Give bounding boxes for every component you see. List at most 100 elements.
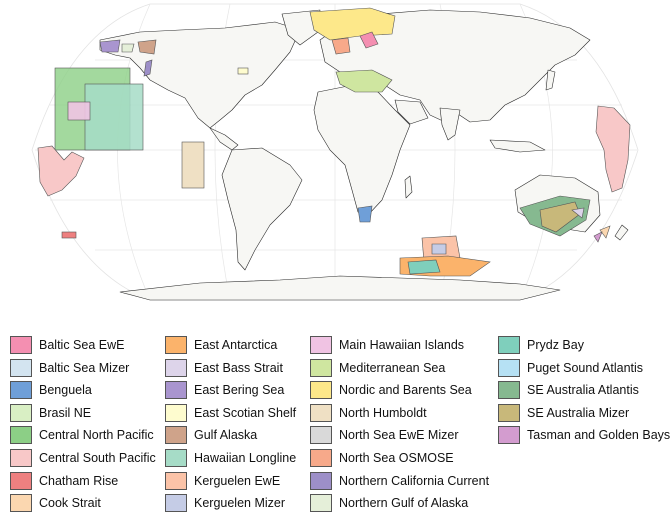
- legend-swatch: [310, 449, 332, 467]
- legend-swatch: [165, 449, 187, 467]
- new-zealand: [614, 224, 629, 241]
- region-kerguelen-mizer: [431, 243, 447, 255]
- region-northern-gulf-alaska: [121, 43, 135, 53]
- legend-label: East Bass Strait: [194, 360, 283, 375]
- legend-label: Northern California Current: [339, 473, 490, 488]
- legend-item: Nordic and Barents Sea: [310, 379, 472, 401]
- legend-item: Kerguelen Mizer: [165, 492, 285, 514]
- legend-swatch: [10, 471, 32, 490]
- legend-label: Mediterranean Sea: [339, 360, 446, 375]
- legend-item: Hawaiian Longline: [165, 447, 296, 469]
- legend-swatch: [498, 403, 520, 422]
- legend-swatch: [165, 426, 187, 445]
- greenland: [281, 9, 321, 46]
- legend-item: Cook Strait: [10, 492, 101, 514]
- africa: [313, 85, 411, 216]
- legend-item: Baltic Sea EwE: [10, 334, 124, 356]
- legend-swatch: [310, 426, 332, 445]
- legend-label: North Sea EwE Mizer: [339, 428, 459, 443]
- legend-label: North Sea OSMOSE: [339, 451, 454, 465]
- legend-swatch: [310, 471, 332, 490]
- legend-swatch: [10, 336, 32, 354]
- legend-label: Baltic Sea EwE: [39, 338, 125, 352]
- legend-label: Brasil NE: [39, 405, 92, 420]
- region-prydz-bay: [407, 259, 441, 275]
- legend-label: SE Australia Mizer: [527, 405, 630, 420]
- legend-label: Chatham Rise: [39, 473, 119, 488]
- legend-item: Northern California Current: [310, 470, 489, 492]
- legend-item: East Antarctica: [165, 334, 277, 356]
- region-mediterranean-sea: [335, 69, 393, 93]
- region-central-south-pacific: [37, 145, 85, 197]
- legend-label: Gulf Alaska: [194, 428, 258, 443]
- legend-swatch: [165, 471, 187, 490]
- legend-label: East Scotian Shelf: [194, 405, 297, 420]
- legend-item: North Sea OSMOSE: [310, 447, 454, 469]
- region-east-bering-sea: [99, 39, 121, 53]
- south-america: [221, 147, 303, 271]
- madagascar: [404, 175, 413, 199]
- legend-item: Gulf Alaska: [165, 424, 257, 446]
- legend-swatch: [165, 336, 187, 354]
- legend-swatch: [10, 358, 32, 377]
- india: [439, 107, 461, 141]
- region-east-scotian-shelf: [237, 67, 249, 75]
- indonesia: [489, 139, 546, 153]
- legend-label: Kerguelen Mizer: [194, 496, 286, 511]
- legend-swatch: [310, 358, 332, 377]
- legend-swatch: [498, 358, 520, 377]
- legend-swatch: [310, 403, 332, 422]
- legend-swatch: [165, 403, 187, 422]
- legend-label: Baltic Sea Mizer: [39, 360, 130, 375]
- legend-item: Prydz Bay: [498, 334, 584, 356]
- legend-item: Main Hawaiian Islands: [310, 334, 464, 356]
- legend-swatch: [498, 426, 520, 445]
- legend-item: North Sea EwE Mizer: [310, 424, 458, 446]
- legend-label: Main Hawaiian Islands: [339, 338, 465, 352]
- legend-label: Nordic and Barents Sea: [339, 383, 472, 398]
- legend-swatch: [310, 381, 332, 400]
- legend-label: Puget Sound Atlantis: [527, 360, 644, 375]
- legend-label: North Humboldt: [339, 405, 427, 420]
- region-north-humboldt: [181, 141, 205, 189]
- legend-item: Baltic Sea Mizer: [10, 357, 129, 379]
- legend-label: Hawaiian Longline: [194, 451, 297, 465]
- region-tasman-golden-bays: [593, 231, 603, 243]
- legend-item: SE Australia Atlantis: [498, 379, 639, 401]
- world-map: [31, 3, 639, 301]
- region-baltic-sea-ewe: [359, 31, 379, 49]
- legend-swatch: [310, 336, 332, 354]
- legend-swatch: [498, 336, 520, 354]
- legend-label: Prydz Bay: [527, 338, 584, 352]
- japan: [545, 69, 556, 91]
- legend-swatch: [165, 381, 187, 400]
- legend-swatch: [498, 381, 520, 400]
- region-gulf-alaska: [137, 39, 157, 55]
- region-se-australia-mizer: [539, 201, 581, 233]
- antarctica: [119, 275, 561, 301]
- legend-label: Kerguelen EwE: [194, 473, 281, 488]
- region-benguela: [357, 205, 373, 223]
- legend-label: East Antarctica: [194, 338, 278, 352]
- legend-label: Northern Gulf of Alaska: [339, 496, 469, 511]
- arabia: [394, 99, 429, 125]
- legend-item: East Scotian Shelf: [165, 402, 296, 424]
- legend-item: Northern Gulf of Alaska: [310, 492, 468, 514]
- model-regions: [37, 7, 631, 277]
- legend-swatch: [10, 426, 32, 445]
- legend-item: East Bering Sea: [165, 379, 284, 401]
- legend-label: Benguela: [39, 383, 92, 398]
- region-chatham-rise: [61, 231, 77, 239]
- legend-item: Chatham Rise: [10, 470, 118, 492]
- region-central-south-pacific-2: [595, 105, 631, 193]
- legend-item: Puget Sound Atlantis: [498, 357, 643, 379]
- region-north-sea: [331, 37, 351, 55]
- legend-label: Cook Strait: [39, 496, 101, 511]
- legend-swatch: [10, 494, 32, 513]
- region-northern-california-current: [143, 59, 153, 77]
- legend-item: Brasil NE: [10, 402, 91, 424]
- legend-item: Mediterranean Sea: [310, 357, 445, 379]
- legend-swatch: [10, 381, 32, 400]
- region-east-bass-strait: [571, 207, 585, 219]
- legend-swatch: [165, 494, 187, 513]
